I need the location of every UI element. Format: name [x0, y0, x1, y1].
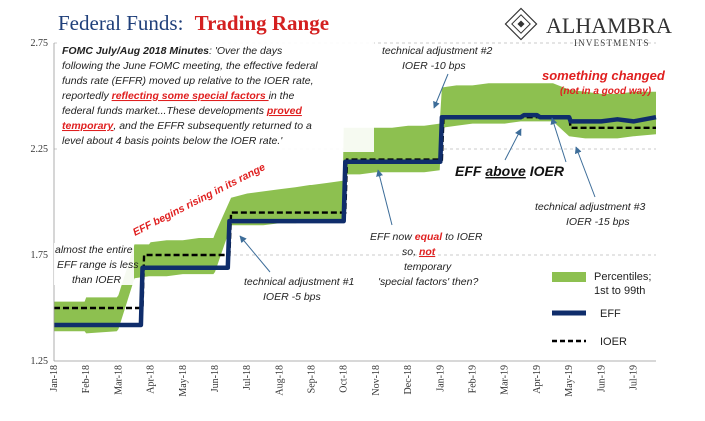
tech-adjustment-3-line-2: IOER -15 bps	[566, 216, 630, 228]
legend-band-label-2: 1st to 99th	[594, 285, 645, 297]
x-tick-label: Jun-19	[596, 365, 607, 392]
x-tick-label: Mar-18	[113, 365, 124, 395]
x-tick-label: May-19	[564, 365, 575, 397]
x-tick-label: Jan-18	[49, 365, 60, 392]
x-tick-label: Nov-18	[371, 365, 382, 396]
tech-adjustment-3-arrow	[574, 146, 596, 198]
title-part1: Federal Funds:	[58, 11, 183, 35]
percentile-band-layer	[54, 83, 656, 334]
tech-adjustment-1-line-1: technical adjustment #1	[244, 276, 354, 288]
proved-highlight: proved	[266, 105, 303, 117]
tech-adjustment-2-line-1: technical adjustment #2	[382, 45, 492, 57]
almost-entire-box: almost the entire EFF range is less than…	[54, 243, 139, 286]
tech-adjustment-2-arrow	[433, 73, 449, 109]
x-tick-label: Feb-18	[81, 365, 92, 393]
something-changed-label: something changed	[542, 68, 666, 83]
x-tick-label: Feb-19	[468, 365, 479, 393]
x-tick-labels: Jan-18 Feb-18 Mar-18 Apr-18 May-18 Jun-18 Jul-…	[49, 365, 639, 397]
title-part2: Trading Range	[195, 11, 329, 35]
eff-above-ioer-label: EFF above IOER	[455, 163, 565, 179]
eff-equal-line-3: temporary	[404, 261, 452, 273]
y-tick-label: 1.25	[31, 356, 49, 367]
logo-sub: INVESTMENTS	[574, 38, 650, 48]
y-tick-label: 2.25	[31, 144, 49, 155]
y-tick-label: 2.75	[31, 38, 49, 49]
y-tick-label: 1.75	[31, 250, 49, 261]
eff-line	[54, 112, 657, 328]
eff-equal-line-4: 'special factors' then?	[378, 276, 478, 288]
tech-adjustment-1-arrow	[239, 235, 271, 273]
fomc-label: FOMC July/Aug 2018 Minutes	[62, 45, 209, 57]
fomc-line-5: federal funds market...These development…	[62, 105, 302, 117]
legend-ioer-label: IOER	[600, 336, 627, 348]
x-tick-label: Dec-18	[403, 365, 414, 394]
legend-eff-label: EFF	[600, 308, 621, 320]
x-tick-label: Jul-18	[242, 365, 253, 390]
legend-band-label-1: Percentiles;	[594, 271, 651, 283]
chart-title: Federal Funds: Trading Range	[58, 11, 329, 35]
temporary-highlight: temporary	[62, 120, 115, 132]
x-tick-label: Apr-18	[146, 365, 157, 394]
tech-adjustment-2-line-2: IOER -10 bps	[402, 60, 466, 72]
x-tick-label: Apr-19	[532, 365, 543, 394]
fomc-line-4: reportedly reflecting some special facto…	[62, 90, 294, 102]
eff-above-ioer-arrow-1	[504, 128, 522, 161]
legend: Percentiles; 1st to 99th EFF IOER	[552, 271, 651, 348]
fomc-line-1-rest: : 'Over the days	[209, 45, 283, 57]
eff-equal-arrow	[376, 169, 393, 226]
fomc-line-3: funds rate (EFFR) moved up relative to t…	[62, 75, 314, 87]
fomc-line-6: temporary, and the EFFR subsequently ret…	[62, 120, 312, 132]
eff-equal-line-2: so, not	[402, 246, 436, 258]
x-tick-label: Jun-18	[210, 365, 221, 392]
almost-line-2: EFF range is less	[57, 259, 139, 271]
percentile-band	[54, 83, 656, 334]
fomc-line-2: following the June FOMC meeting, the eff…	[62, 60, 318, 72]
x-tick-label: Jul-19	[628, 365, 639, 390]
special-factors-highlight: reflecting some special factors	[112, 90, 269, 102]
fomc-line-7: level about 4 basis points below the IOE…	[62, 135, 283, 147]
eff-above-ioer-arrow-2	[550, 117, 567, 163]
eff-equal-line-1: EFF now equal to IOER	[370, 231, 483, 243]
logo-name: ALHAMBRA	[546, 13, 672, 38]
diamond-icon	[504, 7, 538, 41]
tech-adjustment-3-line-1: technical adjustment #3	[535, 201, 645, 213]
fomc-line-1: FOMC July/Aug 2018 Minutes: 'Over the da…	[62, 45, 283, 57]
tech-adjustment-1-line-2: IOER -5 bps	[263, 291, 322, 303]
alhambra-logo: ALHAMBRA INVESTMENTS	[504, 7, 672, 48]
x-tick-label: Oct-18	[339, 365, 350, 393]
x-tick-label: Jan-19	[435, 365, 446, 392]
x-tick-label: Sep-18	[307, 365, 318, 393]
fomc-quote-box: FOMC July/Aug 2018 Minutes: 'Over the da…	[58, 42, 374, 152]
eff-line-layer	[54, 112, 657, 328]
x-tick-label: May-18	[178, 365, 189, 397]
not-in-a-good-way-label: (not in a good way)	[560, 86, 652, 97]
x-tick-label: Aug-18	[274, 365, 285, 396]
y-tick-labels: 2.75 2.25 1.75 1.25	[31, 38, 49, 367]
x-tick-label: Mar-19	[500, 365, 511, 395]
almost-line-3: than IOER	[72, 274, 121, 286]
almost-line-1: almost the entire	[55, 244, 133, 256]
legend-band-swatch	[552, 272, 586, 282]
